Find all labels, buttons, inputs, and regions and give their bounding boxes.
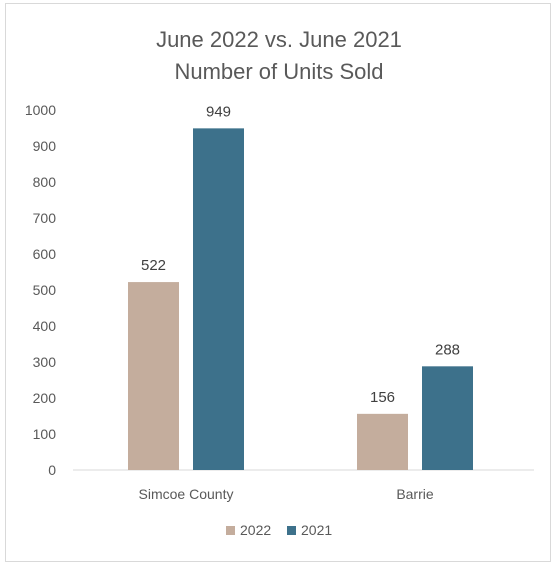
legend: 2022 2021 — [226, 522, 332, 538]
legend-swatch-2022 — [226, 526, 235, 535]
data-label: 156 — [370, 389, 395, 406]
y-tick-label: 400 — [33, 318, 57, 334]
bars: 522 949 156 288 — [128, 103, 473, 471]
bar-2021-1 — [422, 366, 473, 470]
y-axis: 0 100 200 300 400 500 600 700 800 900 1000 — [25, 102, 56, 478]
y-tick-label: 0 — [48, 462, 56, 478]
y-tick-label: 600 — [33, 246, 57, 262]
bar-2022-1 — [357, 413, 408, 470]
y-tick-label: 200 — [33, 390, 57, 406]
x-tick-label: Barrie — [396, 486, 434, 502]
legend-label: 2021 — [301, 522, 332, 538]
data-label: 522 — [141, 257, 166, 274]
legend-swatch-2021 — [287, 526, 296, 535]
x-tick-label: Simcoe County — [139, 486, 234, 502]
chart-title-line-2: Number of Units Sold — [174, 59, 383, 84]
chart-title-line-1: June 2022 vs. June 2021 — [156, 27, 402, 52]
y-tick-label: 1000 — [25, 102, 56, 118]
y-tick-label: 800 — [33, 174, 57, 190]
data-label: 288 — [435, 341, 460, 358]
legend-label: 2022 — [240, 522, 271, 538]
y-tick-label: 900 — [33, 138, 57, 154]
bar-2021-0 — [193, 128, 244, 471]
y-tick-label: 700 — [33, 210, 57, 226]
y-tick-label: 100 — [33, 426, 57, 442]
data-label: 949 — [206, 103, 231, 120]
y-tick-label: 300 — [33, 354, 57, 370]
y-tick-label: 500 — [33, 282, 57, 298]
bar-2022-0 — [128, 282, 179, 470]
x-axis: Simcoe County Barrie — [139, 486, 434, 502]
